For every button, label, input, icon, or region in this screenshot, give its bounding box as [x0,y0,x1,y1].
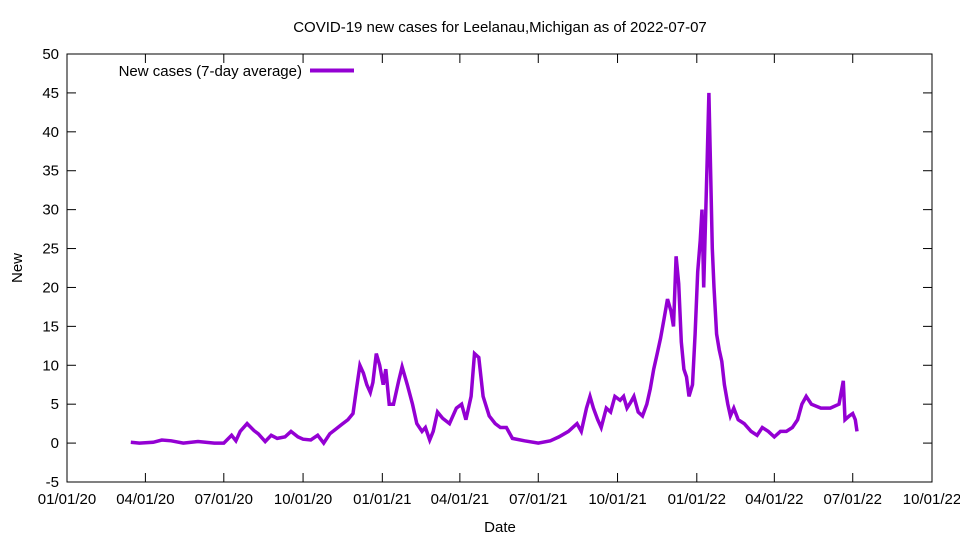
x-tick-label: 01/01/22 [668,491,726,508]
x-tick-label: 10/01/20 [274,491,332,508]
x-tick-label: 01/01/21 [353,491,411,508]
y-axis-label: New [9,253,26,283]
plot-frame [66,53,933,483]
y-tick-label: 5 [51,396,59,413]
legend: New cases (7-day average) [119,63,354,80]
series-line [130,92,859,447]
y-tick-label: 0 [51,435,59,452]
x-tick-label: 10/01/21 [588,491,646,508]
y-tick-label: 35 [42,163,59,180]
legend-label: New cases (7-day average) [119,63,302,80]
series-lines [130,92,859,447]
x-tick-label: 07/01/21 [509,491,567,508]
axis-ticks: -5 0 5 10 15 20 25 30 35 40 45 50 01/01/20 04/01/20 07… [38,46,960,508]
x-tick-label: 04/01/20 [116,491,174,508]
y-tick-label: 40 [42,124,59,141]
x-tick-label: 07/01/22 [824,491,882,508]
y-tick-label: 30 [42,202,59,219]
x-tick-label: 07/01/20 [195,491,253,508]
y-tick-label: 20 [42,279,59,296]
x-tick-label: 01/01/20 [38,491,96,508]
y-tick-label: 10 [42,357,59,374]
x-tick-label: 04/01/21 [431,491,489,508]
x-tick-label: 04/01/22 [745,491,803,508]
y-tick-label: 15 [42,318,59,335]
y-tick-label: 25 [42,241,59,258]
x-tick-label: 10/01/22 [903,491,960,508]
y-tick-label: 50 [42,46,59,63]
chart-title: COVID-19 new cases for Leelanau,Michigan… [293,19,707,36]
x-axis-label: Date [484,519,516,536]
y-tick-label: -5 [46,474,59,491]
y-tick-label: 45 [42,85,59,102]
